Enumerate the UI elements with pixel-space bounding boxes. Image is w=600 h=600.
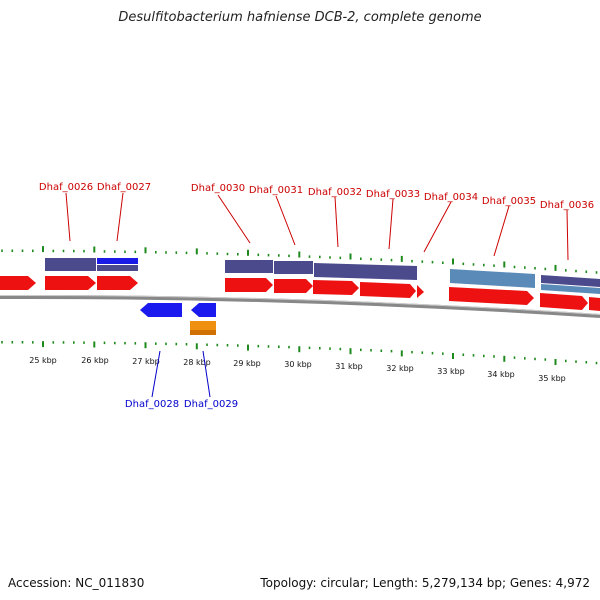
gene-labels-bottom: Dhaf_0028 Dhaf_0029 bbox=[125, 399, 238, 410]
gene-labels-top: Dhaf_0026 Dhaf_0027 Dhaf_0030 Dhaf_0031 … bbox=[39, 182, 594, 211]
gene-label-leaders-bottom bbox=[151, 350, 211, 398]
gene-label[interactable]: Dhaf_0035 bbox=[482, 196, 536, 207]
protein-bar-0027-bottom[interactable] bbox=[97, 265, 138, 271]
gene-label[interactable]: Dhaf_0029 bbox=[184, 399, 238, 410]
gene-label[interactable]: Dhaf_0026 bbox=[39, 182, 93, 193]
protein-bars bbox=[45, 258, 600, 294]
scale-label: 25 kbp bbox=[29, 356, 57, 365]
scale-label: 32 kbp bbox=[386, 364, 414, 373]
cds-arrow-0027[interactable] bbox=[97, 276, 138, 290]
outer-tick-ring bbox=[1, 246, 598, 274]
scale-label: 35 kbp bbox=[538, 374, 566, 383]
cds-arrow-0026[interactable] bbox=[45, 276, 96, 290]
protein-bar-0027-top[interactable] bbox=[97, 258, 138, 264]
gene-label[interactable]: Dhaf_0031 bbox=[249, 185, 303, 196]
cds-arrow-0028[interactable] bbox=[140, 303, 182, 317]
genome-stats-text: Topology: circular; Length: 5,279,134 bp… bbox=[260, 576, 590, 590]
cds-arrow-0037[interactable] bbox=[589, 297, 600, 311]
genome-backbone-highlight bbox=[0, 294, 600, 315]
feature-block-0029-shade bbox=[190, 330, 216, 335]
protein-bar-0036-top[interactable] bbox=[541, 275, 600, 287]
gene-label[interactable]: Dhaf_0036 bbox=[540, 200, 594, 211]
cds-arrow-0031[interactable] bbox=[274, 279, 313, 293]
scale-label: 26 kbp bbox=[81, 356, 109, 365]
cds-arrow-0036[interactable] bbox=[540, 293, 588, 310]
scale-label: 29 kbp bbox=[233, 359, 261, 368]
scale-label: 27 kbp bbox=[132, 357, 160, 366]
scale-labels: 25 kbp 26 kbp 27 kbp 28 kbp 29 kbp 30 kb… bbox=[29, 356, 566, 383]
cds-arrow-0035[interactable] bbox=[449, 287, 534, 305]
protein-bar-0036-bottom[interactable] bbox=[541, 284, 600, 294]
cds-arrow-0025[interactable] bbox=[0, 276, 36, 290]
gene-label[interactable]: Dhaf_0027 bbox=[97, 182, 151, 193]
gene-label-leaders-top bbox=[65, 192, 569, 261]
cds-arrow-0034[interactable] bbox=[417, 285, 424, 298]
gene-label[interactable]: Dhaf_0034 bbox=[424, 192, 478, 203]
protein-bar-0030[interactable] bbox=[225, 260, 273, 273]
genome-backbone bbox=[0, 294, 600, 318]
protein-bar-0031[interactable] bbox=[274, 261, 313, 274]
protein-bar-0035[interactable] bbox=[450, 269, 535, 288]
accession-text: Accession: NC_011830 bbox=[8, 576, 145, 590]
protein-bar-0026[interactable] bbox=[45, 258, 96, 271]
cds-arrow-0033[interactable] bbox=[360, 282, 416, 298]
protein-bar-0032-0033[interactable] bbox=[314, 263, 417, 280]
gene-label[interactable]: Dhaf_0030 bbox=[191, 183, 245, 194]
cds-arrow-0029[interactable] bbox=[191, 303, 216, 317]
cds-arrow-0032[interactable] bbox=[313, 280, 359, 295]
inner-tick-ring bbox=[1, 341, 598, 365]
scale-label: 34 kbp bbox=[487, 370, 515, 379]
scale-label: 31 kbp bbox=[335, 362, 363, 371]
scale-label: 28 kbp bbox=[183, 358, 211, 367]
gene-label[interactable]: Dhaf_0032 bbox=[308, 187, 362, 198]
gene-label[interactable]: Dhaf_0033 bbox=[366, 189, 420, 200]
gene-label[interactable]: Dhaf_0028 bbox=[125, 399, 179, 410]
map-title: Desulfitobacterium hafniense DCB-2, comp… bbox=[118, 10, 482, 25]
reverse-strand-genes bbox=[140, 303, 216, 335]
scale-label: 30 kbp bbox=[284, 360, 312, 369]
scale-label: 33 kbp bbox=[437, 367, 465, 376]
cds-arrow-0030[interactable] bbox=[225, 278, 273, 292]
forward-strand-genes bbox=[0, 276, 600, 311]
